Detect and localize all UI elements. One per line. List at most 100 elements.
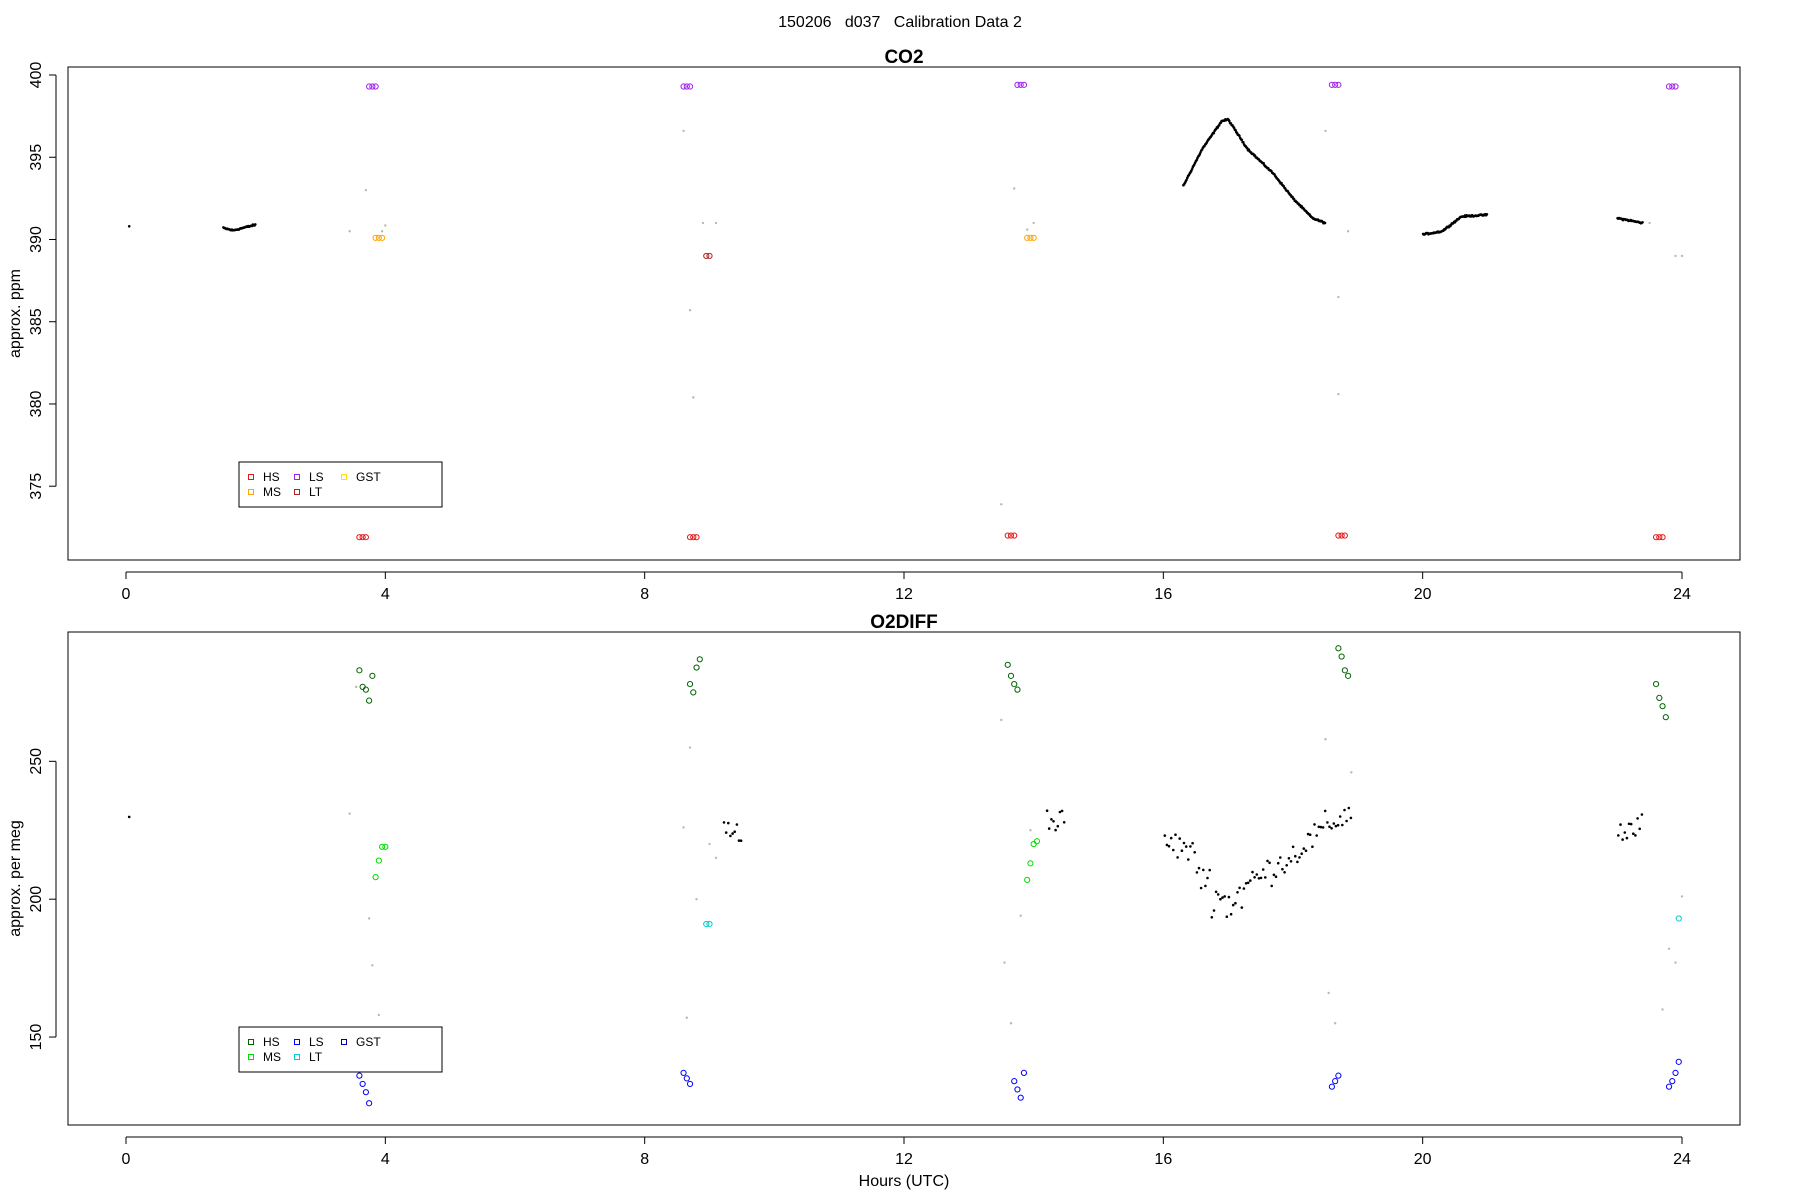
data-point-ambient <box>1257 877 1261 880</box>
data-point-ambient <box>1238 134 1241 138</box>
data-point-MS <box>378 234 386 241</box>
data-point-HS <box>1659 703 1666 710</box>
data-point-flush <box>367 917 371 920</box>
data-point-ambient <box>1231 903 1235 907</box>
data-point-LS <box>1328 1083 1336 1090</box>
data-point-ambient <box>1268 861 1271 865</box>
data-point-LS <box>1017 1094 1024 1101</box>
data-point-flush <box>714 221 718 225</box>
data-point-LS <box>1014 81 1021 88</box>
data-point-ambient <box>1289 860 1293 863</box>
data-point-ambient <box>722 821 726 824</box>
legend-box <box>238 461 443 508</box>
data-point-LT <box>1675 915 1682 922</box>
legend-label: HS <box>263 1035 280 1049</box>
data-point-ambient <box>739 839 743 842</box>
data-point-HS <box>362 534 369 541</box>
y-tick-label: 390 <box>28 226 45 253</box>
data-point-HS <box>1011 681 1018 688</box>
data-point-ambient <box>1176 856 1179 859</box>
data-point-ambient <box>1621 838 1624 841</box>
x-tick-label: 0 <box>122 586 131 603</box>
data-point-HS <box>1662 714 1669 721</box>
data-point-ambient <box>1052 820 1055 823</box>
data-point-ambient <box>1221 896 1224 899</box>
data-point-ambient <box>1202 868 1205 872</box>
x-tick-label: 16 <box>1154 1151 1172 1168</box>
data-point-HS <box>359 534 366 541</box>
data-point-HS <box>686 681 694 688</box>
y-axis-label: approx. per meg <box>7 820 24 937</box>
data-point-ambient <box>1174 833 1177 836</box>
data-point-ambient <box>1206 876 1209 880</box>
data-point-HS <box>686 534 694 541</box>
data-point-HS <box>369 672 376 679</box>
data-point-flush <box>1029 829 1032 832</box>
data-point-flush <box>1000 503 1003 506</box>
data-point-LS <box>1328 81 1336 88</box>
data-point-HS <box>1007 672 1015 679</box>
x-tick-label: 8 <box>640 586 649 603</box>
data-point-ambient <box>1047 827 1051 830</box>
data-point-ambient <box>1328 825 1331 828</box>
data-point-ambient <box>1193 851 1196 854</box>
data-point-flush <box>380 230 384 233</box>
y-tick-label: 250 <box>28 748 45 775</box>
data-point-ambient <box>1227 895 1231 899</box>
data-point-ambient <box>1185 178 1188 182</box>
data-point-flush <box>701 221 705 225</box>
data-point-LS <box>1672 83 1679 90</box>
data-point-ambient <box>1313 823 1316 826</box>
data-point-ambient <box>1274 875 1278 878</box>
data-point-ambient <box>1182 841 1186 845</box>
plot-frame <box>67 631 1741 1126</box>
data-point-HS <box>1659 534 1666 541</box>
data-point-flush <box>1019 914 1022 917</box>
data-point-flush <box>1000 718 1003 722</box>
data-point-ambient <box>1190 168 1194 171</box>
data-point-LS <box>1675 1058 1682 1065</box>
data-point-LT <box>703 252 710 260</box>
data-point-ambient <box>1276 861 1280 865</box>
data-point-MS <box>1030 234 1037 241</box>
data-point-ambient <box>1172 848 1175 852</box>
data-point-ambient <box>1261 868 1265 871</box>
data-point-flush <box>1003 961 1006 964</box>
data-point-MS <box>382 843 389 850</box>
data-point-ambient <box>1163 834 1167 837</box>
data-point-flush <box>1346 230 1350 233</box>
legend-label: MS <box>263 485 281 499</box>
data-point-HS <box>1345 672 1352 679</box>
data-point-flush <box>1674 961 1677 964</box>
data-point-MS <box>375 857 382 864</box>
data-point-HS <box>1007 532 1015 539</box>
x-tick-label: 0 <box>122 1151 131 1168</box>
data-point-ambient <box>1255 873 1259 876</box>
data-point-flush <box>1680 254 1684 258</box>
data-point-ambient <box>1332 822 1336 825</box>
legend-label: MS <box>263 1050 281 1064</box>
data-point-ambient <box>254 223 257 226</box>
legend-marker <box>294 474 300 480</box>
y-tick-label: 380 <box>28 391 45 418</box>
x-tick-label: 20 <box>1414 1151 1432 1168</box>
data-point-LT <box>706 252 713 260</box>
data-point-HS <box>696 656 703 663</box>
data-point-ambient <box>1638 827 1641 831</box>
data-point-flush <box>1333 1022 1337 1025</box>
data-point-HS <box>693 664 700 671</box>
data-point-HS <box>690 534 697 541</box>
data-point-ambient <box>1291 845 1295 849</box>
data-point-MS <box>1024 876 1031 883</box>
y-tick-label: 395 <box>28 144 45 171</box>
data-point-ambient <box>1249 879 1252 882</box>
data-point-flush <box>685 1016 689 1019</box>
figure-title: 150206 d037 Calibration Data 2 <box>778 14 1022 31</box>
data-point-ambient <box>1334 824 1338 828</box>
data-point-flush <box>1013 187 1016 190</box>
data-point-ambient <box>1242 887 1246 890</box>
data-point-LS <box>1011 1078 1018 1085</box>
data-point-LS <box>683 83 690 90</box>
data-point-ambient <box>1195 871 1199 874</box>
data-point-LS <box>1665 1083 1673 1090</box>
